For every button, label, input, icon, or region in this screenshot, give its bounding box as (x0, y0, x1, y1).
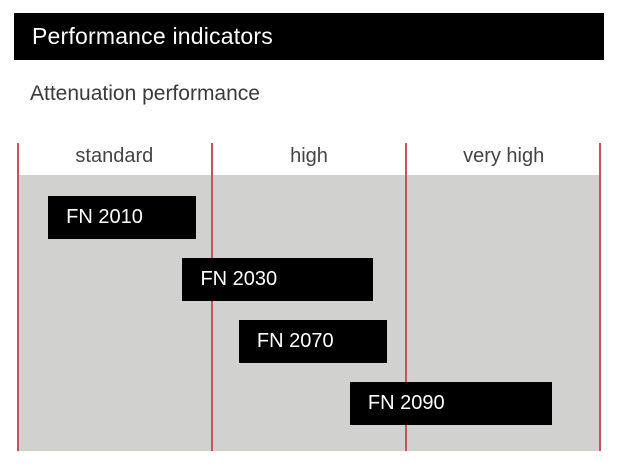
column-label-very-high: very high (463, 145, 545, 167)
category-separator-line (405, 143, 408, 451)
product-range-bar: FN 2090 (349, 382, 553, 425)
attenuation-chart: standard high very high FN 2010 FN 2030 … (17, 143, 601, 451)
product-range-bar: FN 2010 (48, 196, 197, 239)
chart-title: Attenuation performance (30, 82, 260, 105)
product-range-bar-label: FN 2030 (200, 268, 278, 290)
product-range-bar-label: FN 2090 (367, 392, 445, 414)
product-range-bar-label: FN 2010 (66, 206, 143, 228)
product-range-bar: FN 2030 (182, 258, 374, 301)
category-separator-line (599, 143, 601, 451)
page-title: Performance indicators (14, 13, 604, 60)
category-separator-line (17, 143, 19, 451)
column-label-standard: standard (75, 145, 154, 167)
product-range-bar-label: FN 2070 (256, 330, 334, 352)
product-range-bar: FN 2070 (238, 320, 387, 363)
column-label-high: high (290, 145, 328, 167)
